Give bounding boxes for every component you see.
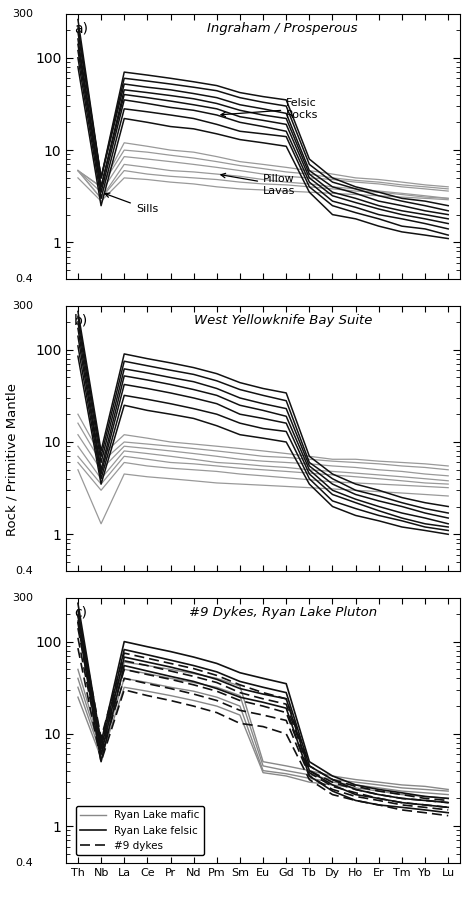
Text: 300: 300: [12, 9, 33, 18]
Text: West Yellowknife Bay Suite: West Yellowknife Bay Suite: [193, 314, 372, 327]
Text: #9 Dykes, Ryan Lake Pluton: #9 Dykes, Ryan Lake Pluton: [189, 606, 377, 619]
Text: 300: 300: [12, 592, 33, 602]
Text: 0.4: 0.4: [15, 858, 33, 868]
Text: b): b): [74, 314, 89, 328]
Text: c): c): [74, 606, 87, 620]
Text: Ingraham / Prosperous: Ingraham / Prosperous: [208, 22, 358, 35]
Text: a): a): [74, 22, 88, 36]
Text: 300: 300: [12, 301, 33, 310]
Text: Pillow
Lavas: Pillow Lavas: [221, 174, 295, 196]
Text: 0.4: 0.4: [15, 274, 33, 285]
Text: Sills: Sills: [105, 193, 158, 214]
Legend: Ryan Lake mafic, Ryan Lake felsic, #9 dykes: Ryan Lake mafic, Ryan Lake felsic, #9 dy…: [75, 806, 204, 855]
Text: 0.4: 0.4: [15, 566, 33, 576]
Text: Rock / Primitive Mantle: Rock / Primitive Mantle: [5, 383, 18, 535]
Text: Felsic
Rocks: Felsic Rocks: [221, 98, 319, 119]
